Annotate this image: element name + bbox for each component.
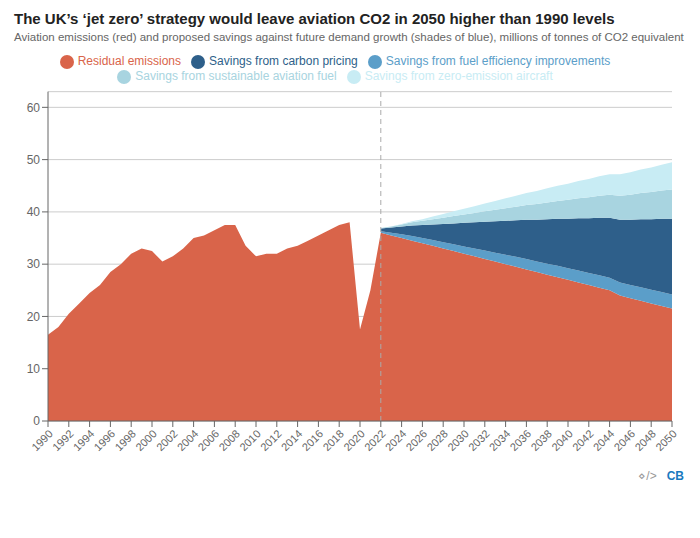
svg-text:2000: 2000 — [133, 427, 159, 453]
svg-text:2002: 2002 — [154, 427, 180, 453]
svg-text:2048: 2048 — [632, 427, 658, 453]
svg-text:2040: 2040 — [549, 427, 575, 453]
html-text:Savings from zero-emission air: Savings from zero-emission aircraft — [364, 68, 553, 83]
svg-text:2008: 2008 — [216, 427, 242, 453]
svg-text:60: 60 — [27, 101, 41, 115]
svg-text:2036: 2036 — [508, 427, 534, 453]
html-text:The UK’s ‘jet zero’ strategy w: The UK’s ‘jet zero’ strategy would leave… — [14, 10, 615, 27]
svg-text:1994: 1994 — [71, 427, 97, 453]
svg-text:2026: 2026 — [404, 427, 430, 453]
html-text:Aviation emissions (red) and p: Aviation emissions (red) and proposed sa… — [14, 31, 684, 43]
svg-text:2046: 2046 — [612, 427, 638, 453]
svg-text:1992: 1992 — [50, 427, 76, 453]
svg-text:2024: 2024 — [383, 427, 409, 453]
svg-text:2038: 2038 — [528, 427, 554, 453]
svg-text:2004: 2004 — [175, 427, 201, 453]
svg-text:2050: 2050 — [653, 427, 679, 453]
svg-text:1996: 1996 — [92, 427, 118, 453]
svg-text:2022: 2022 — [362, 427, 388, 453]
svg-text:2016: 2016 — [300, 427, 326, 453]
svg-text:2006: 2006 — [196, 427, 222, 453]
svg-text:40: 40 — [27, 205, 41, 219]
svg-text:2030: 2030 — [445, 427, 471, 453]
svg-text:2014: 2014 — [279, 427, 305, 453]
html-text:Savings from carbon pricing: Savings from carbon pricing — [209, 54, 358, 68]
html-text:Savings from fuel efficiency i: Savings from fuel efficiency improvement… — [385, 54, 611, 68]
svg-text:50: 50 — [27, 153, 41, 167]
svg-text:1998: 1998 — [112, 427, 138, 453]
svg-text:1990: 1990 — [29, 427, 55, 453]
svg-text:2010: 2010 — [237, 427, 263, 453]
svg-text:2028: 2028 — [424, 427, 450, 453]
svg-text:2044: 2044 — [591, 427, 617, 453]
html-text:Savings from sustainable aviat: Savings from sustainable aviation fuel — [135, 68, 337, 83]
svg-text:0: 0 — [33, 414, 40, 428]
svg-text:20: 20 — [27, 310, 41, 324]
html-text:CB: CB — [666, 469, 684, 483]
svg-text:30: 30 — [27, 257, 41, 271]
svg-text:10: 10 — [27, 362, 41, 376]
svg-text:2032: 2032 — [466, 427, 492, 453]
svg-text:2020: 2020 — [341, 427, 367, 453]
svg-text:2012: 2012 — [258, 427, 284, 453]
html-text:Residual emissions: Residual emissions — [77, 54, 181, 68]
svg-text:2018: 2018 — [320, 427, 346, 453]
svg-text:2042: 2042 — [570, 427, 596, 453]
svg-text:2034: 2034 — [487, 427, 513, 453]
